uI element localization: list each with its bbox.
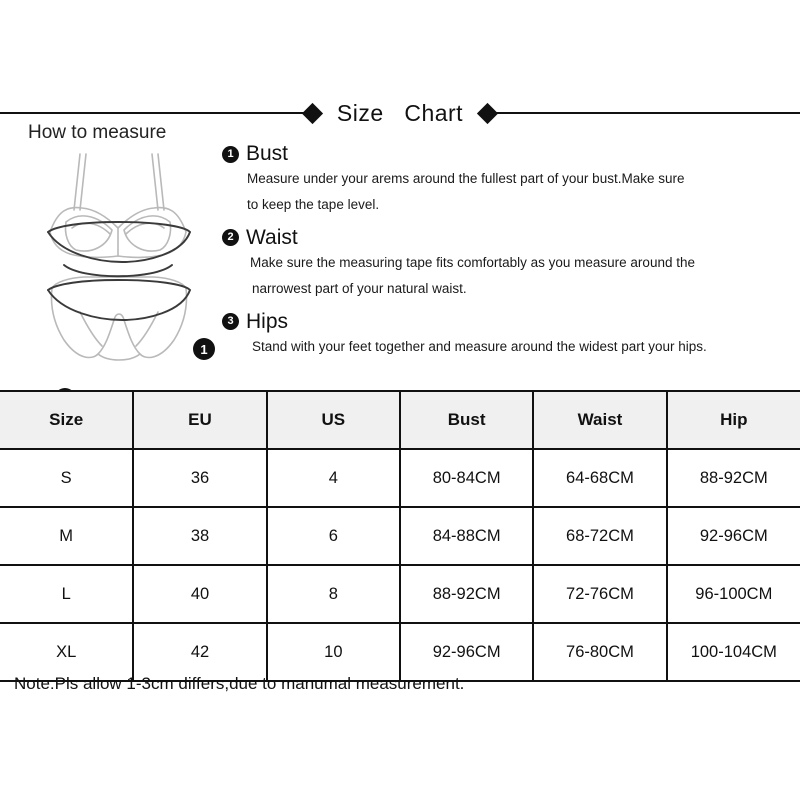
- cell-eu: 36: [132, 448, 268, 508]
- cell-hip: 100-104CM: [665, 622, 800, 682]
- cell-hip: 96-100CM: [665, 564, 800, 624]
- column-header-us: US: [265, 390, 401, 450]
- instruction-bust-title: Bust: [246, 142, 289, 165]
- instruction-hips-title: Hips: [246, 309, 289, 333]
- page-title: Size Chart: [336, 99, 464, 126]
- table-row: L 40 8 88-92CM 72-76CM 96-100CM: [0, 564, 800, 624]
- instruction-waist-title: Waist: [246, 225, 298, 249]
- table-row: XL 42 10 92-96CM 76-80CM 100-104CM: [0, 622, 800, 682]
- lingerie-diagram-svg: [47, 153, 191, 361]
- cell-size: M: [0, 506, 135, 566]
- cell-hip: 88-92CM: [665, 448, 800, 508]
- column-header-hip: Hip: [665, 390, 800, 450]
- diamond-icon-right: [476, 102, 499, 124]
- table-row: S 36 4 80-84CM 64-68CM 88-92CM: [0, 448, 800, 508]
- measurement-note: Note:Pls allow 1-3cm differs,due to manu…: [14, 674, 465, 693]
- cell-eu: 38: [132, 506, 268, 566]
- column-header-eu: EU: [132, 390, 268, 450]
- instruction-bust: 1 Bust Measure under your arems around t…: [222, 142, 788, 218]
- instruction-waist: 2 Waist Make sure the measuring tape fit…: [222, 226, 788, 302]
- column-header-bust: Bust: [398, 390, 535, 450]
- instruction-bust-line2: to keep the tape level.: [247, 196, 380, 212]
- instruction-number-icon-2: 2: [222, 229, 239, 247]
- instruction-hips-line1: Stand with your feet together and measur…: [252, 338, 707, 354]
- cell-eu: 42: [132, 622, 268, 682]
- instruction-bust-line1: Measure under your arems around the full…: [247, 171, 685, 186]
- cell-us: 10: [265, 622, 401, 682]
- size-chart-title-bar: Size Chart: [0, 96, 800, 130]
- instruction-waist-line1: Make sure the measuring tape fits comfor…: [250, 254, 695, 270]
- instruction-bust-head: 1 Bust: [222, 142, 788, 166]
- cell-waist: 72-76CM: [532, 564, 668, 624]
- table-header-row: Size EU US Bust Waist Hip: [0, 390, 800, 450]
- size-table-header: Size EU US Bust Waist Hip: [0, 390, 800, 450]
- measure-instructions: 1 Bust Measure under your arems around t…: [222, 142, 788, 368]
- lingerie-measure-illustration: 1 2 3: [22, 148, 222, 463]
- instruction-number-icon-1: 1: [222, 145, 239, 163]
- cell-size: L: [0, 564, 135, 624]
- cell-waist: 68-72CM: [532, 506, 668, 566]
- instruction-waist-line2: narrowest part of your natural waist.: [252, 280, 467, 296]
- size-table-body: S 36 4 80-84CM 64-68CM 88-92CM M 38 6 84…: [0, 448, 800, 682]
- cell-hip: 92-96CM: [665, 506, 800, 566]
- size-chart-table: Size EU US Bust Waist Hip S 36 4 80-84CM…: [0, 390, 800, 682]
- cell-bust: 80-84CM: [398, 448, 535, 508]
- cell-us: 4: [265, 448, 401, 508]
- title-rule-right: [496, 112, 800, 114]
- diamond-icon-left: [301, 102, 324, 124]
- cell-us: 6: [265, 506, 401, 566]
- column-header-size: Size: [0, 390, 135, 450]
- cell-bust: 84-88CM: [398, 506, 535, 566]
- how-to-measure-label: How to measure: [28, 122, 167, 143]
- cell-size: S: [0, 448, 135, 508]
- title-rule-left: [0, 112, 304, 114]
- instruction-number-icon-3: 3: [222, 313, 239, 331]
- cell-bust: 88-92CM: [398, 564, 535, 624]
- instruction-hips: 3 Hips Stand with your feet together and…: [222, 310, 788, 360]
- cell-eu: 40: [132, 564, 268, 624]
- cell-waist: 64-68CM: [532, 448, 668, 508]
- cell-bust: 92-96CM: [398, 622, 535, 682]
- table-row: M 38 6 84-88CM 68-72CM 92-96CM: [0, 506, 800, 566]
- instruction-hips-head: 3 Hips: [222, 310, 788, 334]
- cell-waist: 76-80CM: [532, 622, 668, 682]
- cell-size: XL: [0, 622, 135, 682]
- cell-us: 8: [265, 564, 401, 624]
- illustration-marker-1: 1: [193, 338, 215, 360]
- instruction-waist-head: 2 Waist: [222, 226, 788, 250]
- column-header-waist: Waist: [532, 390, 668, 450]
